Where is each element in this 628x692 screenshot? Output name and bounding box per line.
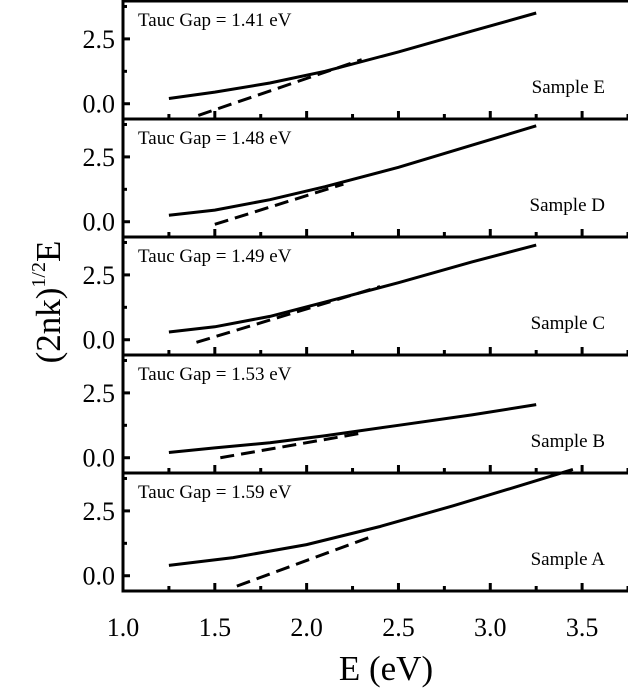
panels-group: 0.0 2.5 Tauc Gap = 1.41 eV Sample E 0.0 2.5 Ta…: [83, 0, 628, 593]
y-tick-label: 0.0: [83, 444, 116, 473]
y-tick-label: 2.5: [83, 25, 116, 54]
tauc-gap-label: Tauc Gap = 1.41 eV: [138, 10, 292, 31]
x-axis-title: E (eV): [339, 649, 433, 688]
y-tick-label: 2.5: [83, 261, 116, 290]
panel-sample-c: 0.0 2.5 Tauc Gap = 1.49 eV Sample C: [83, 235, 628, 357]
sample-label: Sample E: [532, 77, 605, 98]
x-tick-label: 3.5: [566, 613, 599, 642]
tauc-fit-line: [236, 535, 372, 588]
tauc-fit-line: [197, 58, 363, 117]
panel-sample-a: 0.0 2.5 Tauc Gap = 1.59 eV Sample A: [83, 467, 628, 593]
y-axis-title: (2nk)1/2E: [28, 241, 68, 364]
y-tick-label: 0.0: [83, 90, 116, 119]
panel-sample-b: 0.0 2.5 Tauc Gap = 1.53 eV Sample B: [83, 353, 628, 475]
y-tick-label: 0.0: [83, 208, 116, 237]
panel-sample-d: 0.0 2.5 Tauc Gap = 1.48 eV Sample D: [83, 117, 628, 239]
y-tick-label: 2.5: [83, 143, 116, 172]
x-tick-label: 2.5: [382, 613, 415, 642]
tauc-gap-label: Tauc Gap = 1.59 eV: [138, 482, 292, 503]
sample-label: Sample B: [531, 431, 605, 452]
tauc-gap-label: Tauc Gap = 1.53 eV: [138, 364, 292, 385]
panel-frame: [121, 471, 628, 593]
x-tick-label: 3.0: [474, 613, 507, 642]
data-curve: [168, 403, 537, 454]
y-tick-label: 0.0: [83, 326, 116, 355]
x-tick-labels: 1.0 1.5 2.0 2.5 3.0 3.5: [107, 613, 599, 642]
sample-label: Sample C: [531, 313, 605, 334]
tauc-fit-line: [196, 285, 381, 344]
tauc-fit-line: [220, 431, 362, 460]
x-tick-label: 2.0: [290, 613, 323, 642]
x-tick-label: 1.5: [199, 613, 232, 642]
tauc-fit-line: [214, 182, 344, 226]
sample-label: Sample A: [531, 549, 606, 570]
tauc-gap-label: Tauc Gap = 1.48 eV: [138, 128, 292, 149]
y-tick-label: 2.5: [83, 379, 116, 408]
data-curve: [168, 467, 574, 567]
panel-sample-e: 0.0 2.5 Tauc Gap = 1.41 eV Sample E: [83, 0, 628, 121]
tauc-gap-label: Tauc Gap = 1.49 eV: [138, 246, 292, 267]
data-curve: [168, 124, 537, 217]
y-tick-label: 0.0: [83, 562, 116, 591]
sample-label: Sample D: [530, 195, 605, 216]
x-tick-label: 1.0: [107, 613, 140, 642]
y-tick-label: 2.5: [83, 497, 116, 526]
